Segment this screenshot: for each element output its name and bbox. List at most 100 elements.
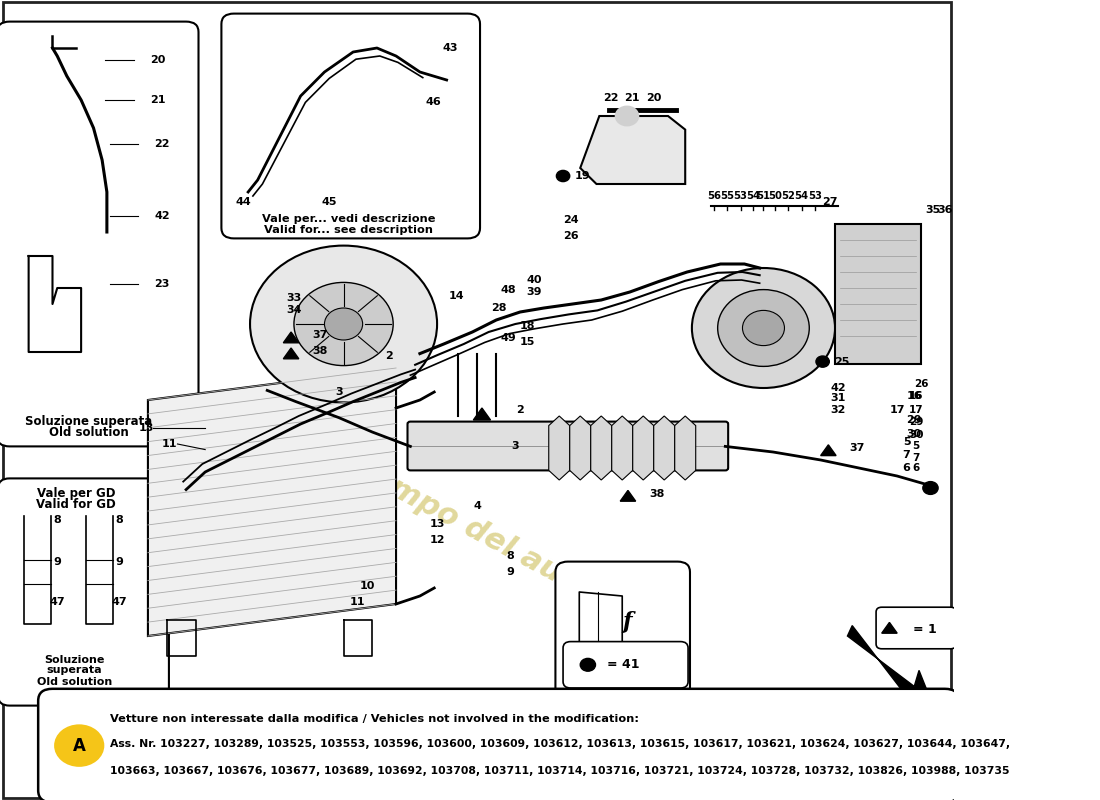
- Text: 8: 8: [507, 551, 515, 561]
- Text: 8: 8: [116, 515, 123, 525]
- Text: 11: 11: [350, 597, 365, 606]
- Text: 4: 4: [473, 501, 481, 510]
- Text: 32: 32: [830, 405, 846, 414]
- Text: 29: 29: [906, 415, 922, 425]
- Text: A: A: [73, 737, 86, 754]
- Text: 33: 33: [286, 293, 301, 302]
- FancyBboxPatch shape: [221, 14, 480, 238]
- Text: 27: 27: [823, 197, 838, 206]
- Text: Old solution: Old solution: [48, 426, 129, 439]
- Polygon shape: [882, 622, 898, 634]
- Polygon shape: [580, 116, 685, 184]
- Text: 103663, 103667, 103676, 103677, 103689, 103692, 103708, 103711, 103714, 103716, : 103663, 103667, 103676, 103677, 103689, …: [110, 766, 1009, 776]
- Text: 37: 37: [312, 330, 328, 340]
- Text: 36: 36: [937, 205, 953, 214]
- Circle shape: [616, 106, 638, 126]
- Text: = 1: = 1: [913, 623, 937, 636]
- Text: 2: 2: [385, 351, 393, 361]
- Text: 21: 21: [150, 95, 165, 105]
- Text: 55: 55: [720, 191, 734, 201]
- Circle shape: [250, 246, 437, 402]
- Text: 26: 26: [563, 231, 579, 241]
- Circle shape: [923, 482, 938, 494]
- Text: 28: 28: [492, 303, 507, 313]
- FancyBboxPatch shape: [39, 689, 959, 800]
- Polygon shape: [549, 416, 570, 480]
- Text: 35: 35: [926, 205, 940, 214]
- Text: 11: 11: [162, 439, 177, 449]
- Text: 18: 18: [520, 322, 536, 331]
- Polygon shape: [284, 348, 299, 358]
- FancyBboxPatch shape: [0, 22, 198, 446]
- Text: 30: 30: [906, 429, 922, 438]
- Text: 14: 14: [449, 291, 464, 301]
- Text: 15: 15: [520, 338, 536, 347]
- Text: 17: 17: [909, 405, 924, 414]
- Text: 9: 9: [116, 557, 123, 566]
- Text: 19: 19: [574, 171, 590, 181]
- Circle shape: [55, 726, 103, 766]
- Text: 12: 12: [429, 535, 444, 545]
- Text: 21: 21: [624, 94, 639, 103]
- Polygon shape: [674, 416, 695, 480]
- Text: 9: 9: [507, 567, 515, 577]
- Text: Soluzione superata: Soluzione superata: [25, 415, 153, 428]
- Text: 10: 10: [360, 581, 375, 590]
- Circle shape: [692, 268, 835, 388]
- Text: 9: 9: [53, 557, 62, 566]
- Text: Vale per GD: Vale per GD: [37, 487, 116, 500]
- FancyBboxPatch shape: [556, 562, 690, 698]
- Text: 7: 7: [903, 450, 911, 460]
- FancyBboxPatch shape: [563, 642, 689, 688]
- Text: 13: 13: [139, 423, 154, 433]
- Polygon shape: [591, 416, 612, 480]
- Text: 26: 26: [914, 379, 928, 389]
- Text: 29: 29: [909, 418, 923, 427]
- Text: 7: 7: [913, 453, 920, 462]
- Text: Vale per... vedi descrizione: Vale per... vedi descrizione: [262, 214, 436, 224]
- Polygon shape: [620, 490, 636, 501]
- Text: 44: 44: [235, 197, 251, 206]
- Text: 39: 39: [527, 287, 542, 297]
- Text: Vetture non interessate dalla modifica / Vehicles not involved in the modificati: Vetture non interessate dalla modifica /…: [110, 714, 639, 724]
- Text: Soluzione: Soluzione: [44, 655, 104, 665]
- Circle shape: [324, 308, 363, 340]
- Text: 46: 46: [426, 98, 441, 107]
- Text: 25: 25: [834, 357, 849, 366]
- Text: el pasatiempo del automóvil: el pasatiempo del automóvil: [235, 392, 681, 648]
- Text: 54: 54: [746, 191, 760, 201]
- Text: f: f: [623, 611, 632, 633]
- Text: 16: 16: [909, 391, 923, 401]
- Polygon shape: [147, 368, 396, 636]
- Text: 16: 16: [906, 391, 922, 401]
- Polygon shape: [821, 445, 836, 456]
- Text: Ass. Nr. 103227, 103289, 103525, 103553, 103596, 103600, 103609, 103612, 103613,: Ass. Nr. 103227, 103289, 103525, 103553,…: [110, 739, 1010, 749]
- Polygon shape: [835, 224, 921, 364]
- Polygon shape: [847, 626, 928, 700]
- Text: 42: 42: [154, 211, 170, 221]
- Polygon shape: [284, 332, 299, 342]
- Text: 56: 56: [707, 191, 721, 201]
- Polygon shape: [632, 416, 653, 480]
- Text: Old solution: Old solution: [36, 678, 112, 687]
- FancyBboxPatch shape: [407, 422, 728, 470]
- Text: 31: 31: [830, 394, 846, 403]
- Text: 54: 54: [794, 191, 808, 201]
- Text: 43: 43: [442, 43, 459, 53]
- FancyBboxPatch shape: [876, 607, 956, 649]
- Circle shape: [717, 290, 810, 366]
- Text: 8: 8: [54, 515, 62, 525]
- Text: 13: 13: [429, 519, 444, 529]
- Circle shape: [742, 310, 784, 346]
- Text: Valid for... see description: Valid for... see description: [264, 225, 432, 234]
- FancyBboxPatch shape: [0, 478, 169, 706]
- Text: 52: 52: [781, 191, 795, 201]
- Text: 30: 30: [909, 430, 923, 440]
- Text: Valid for GD: Valid for GD: [36, 498, 117, 510]
- Circle shape: [580, 658, 595, 671]
- Circle shape: [557, 170, 570, 182]
- Circle shape: [294, 282, 393, 366]
- Text: 20: 20: [150, 55, 165, 65]
- Text: 45: 45: [321, 197, 337, 206]
- Text: 53: 53: [734, 191, 748, 201]
